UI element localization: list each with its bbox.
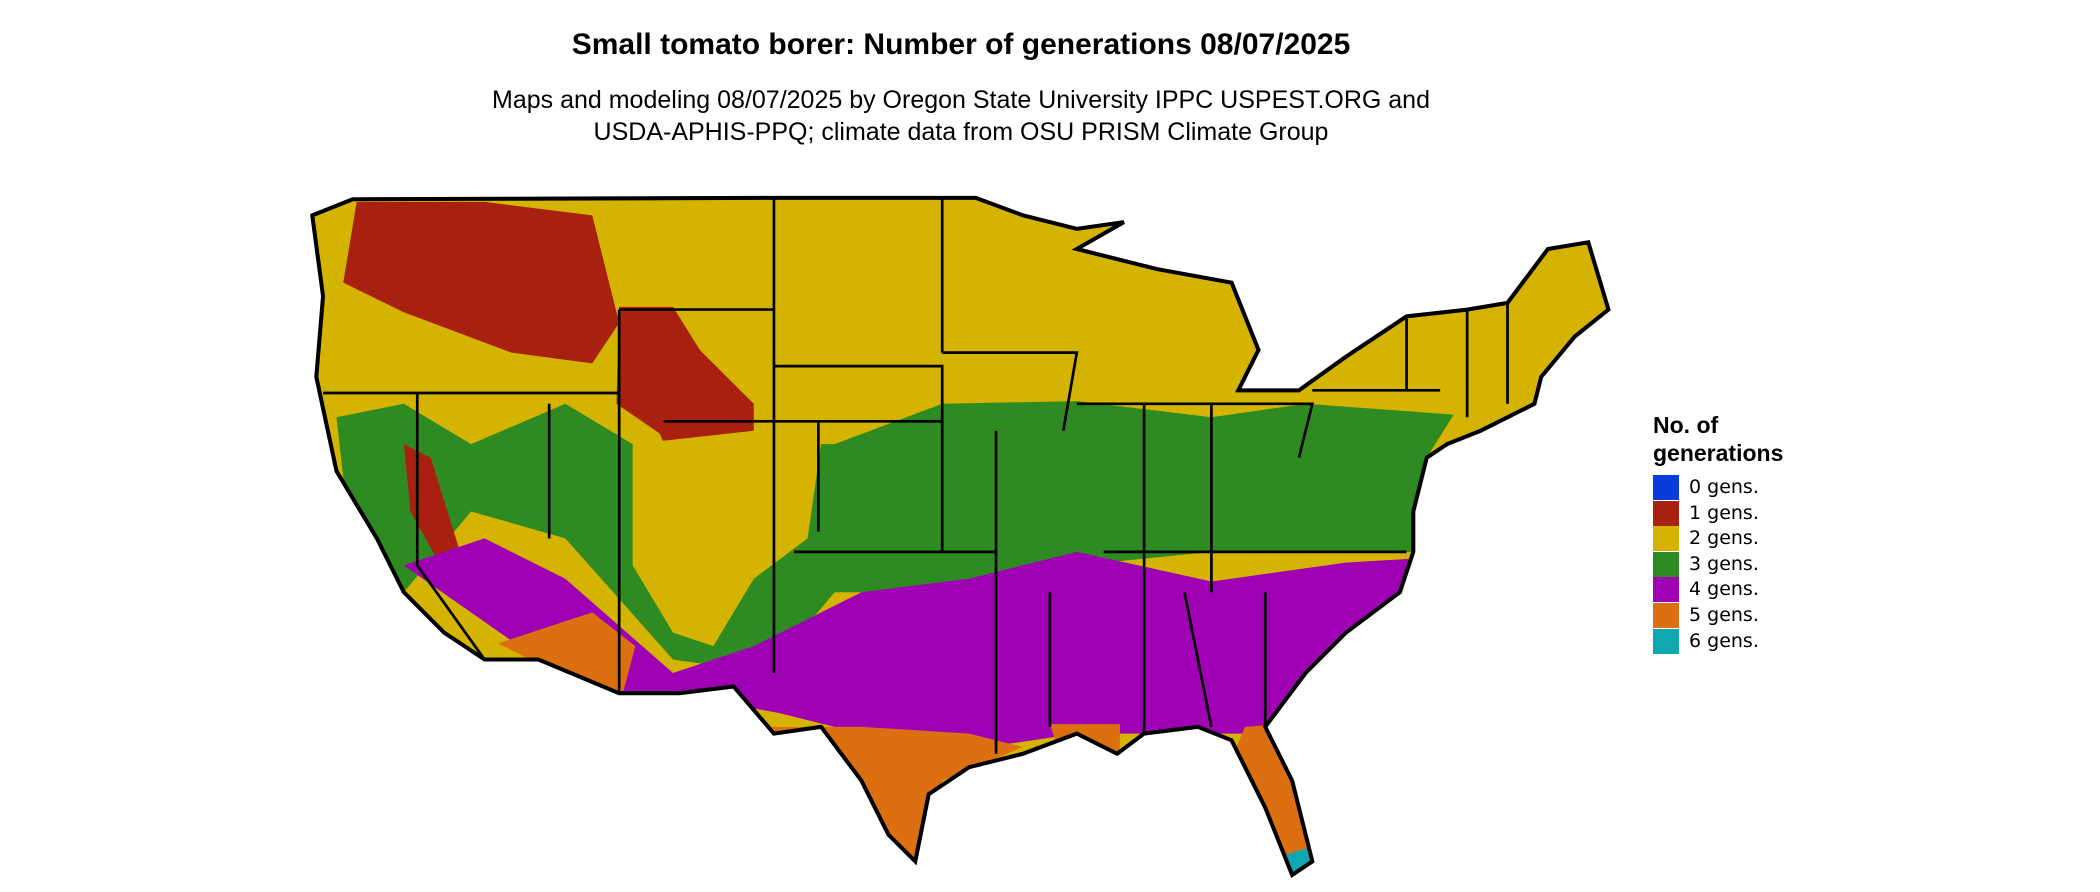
legend-label: 1 gens. [1689,501,1759,524]
legend-swatch [1653,500,1679,526]
legend-label: 2 gens. [1689,527,1759,550]
legend-swatch [1653,628,1679,654]
state-borders [312,198,1608,875]
legend-label: 6 gens. [1689,629,1759,652]
region [1235,724,1317,875]
legend-title: No. of [1653,412,1719,438]
legend-label: 3 gens. [1689,552,1759,575]
legend-swatch [1653,603,1679,628]
region [403,538,1414,754]
region [498,612,636,698]
generation-regions [312,197,1609,875]
map [0,0,1700,892]
legend-swatch [1653,475,1679,500]
map-title: Small tomato borer: Number of generation… [571,28,1351,61]
legend-title: generations [1653,440,1784,466]
region [336,401,1454,673]
subtitle: USDA-APHIS-PPQ; climate data from OSU PR… [593,118,1329,146]
region [1049,724,1120,762]
region [403,444,465,573]
legend-swatch [1653,577,1679,603]
subtitle: Maps and modeling 08/07/2025 by Oregon S… [492,86,1430,114]
legend-swatch [1653,526,1679,552]
region [343,201,620,364]
legend-label: 0 gens. [1689,476,1759,498]
legend-swatch [1653,551,1679,577]
region [753,726,1023,875]
legend-label: 5 gens. [1689,604,1759,626]
state-lines [323,197,1509,754]
legend-label: 4 gens. [1689,578,1759,601]
